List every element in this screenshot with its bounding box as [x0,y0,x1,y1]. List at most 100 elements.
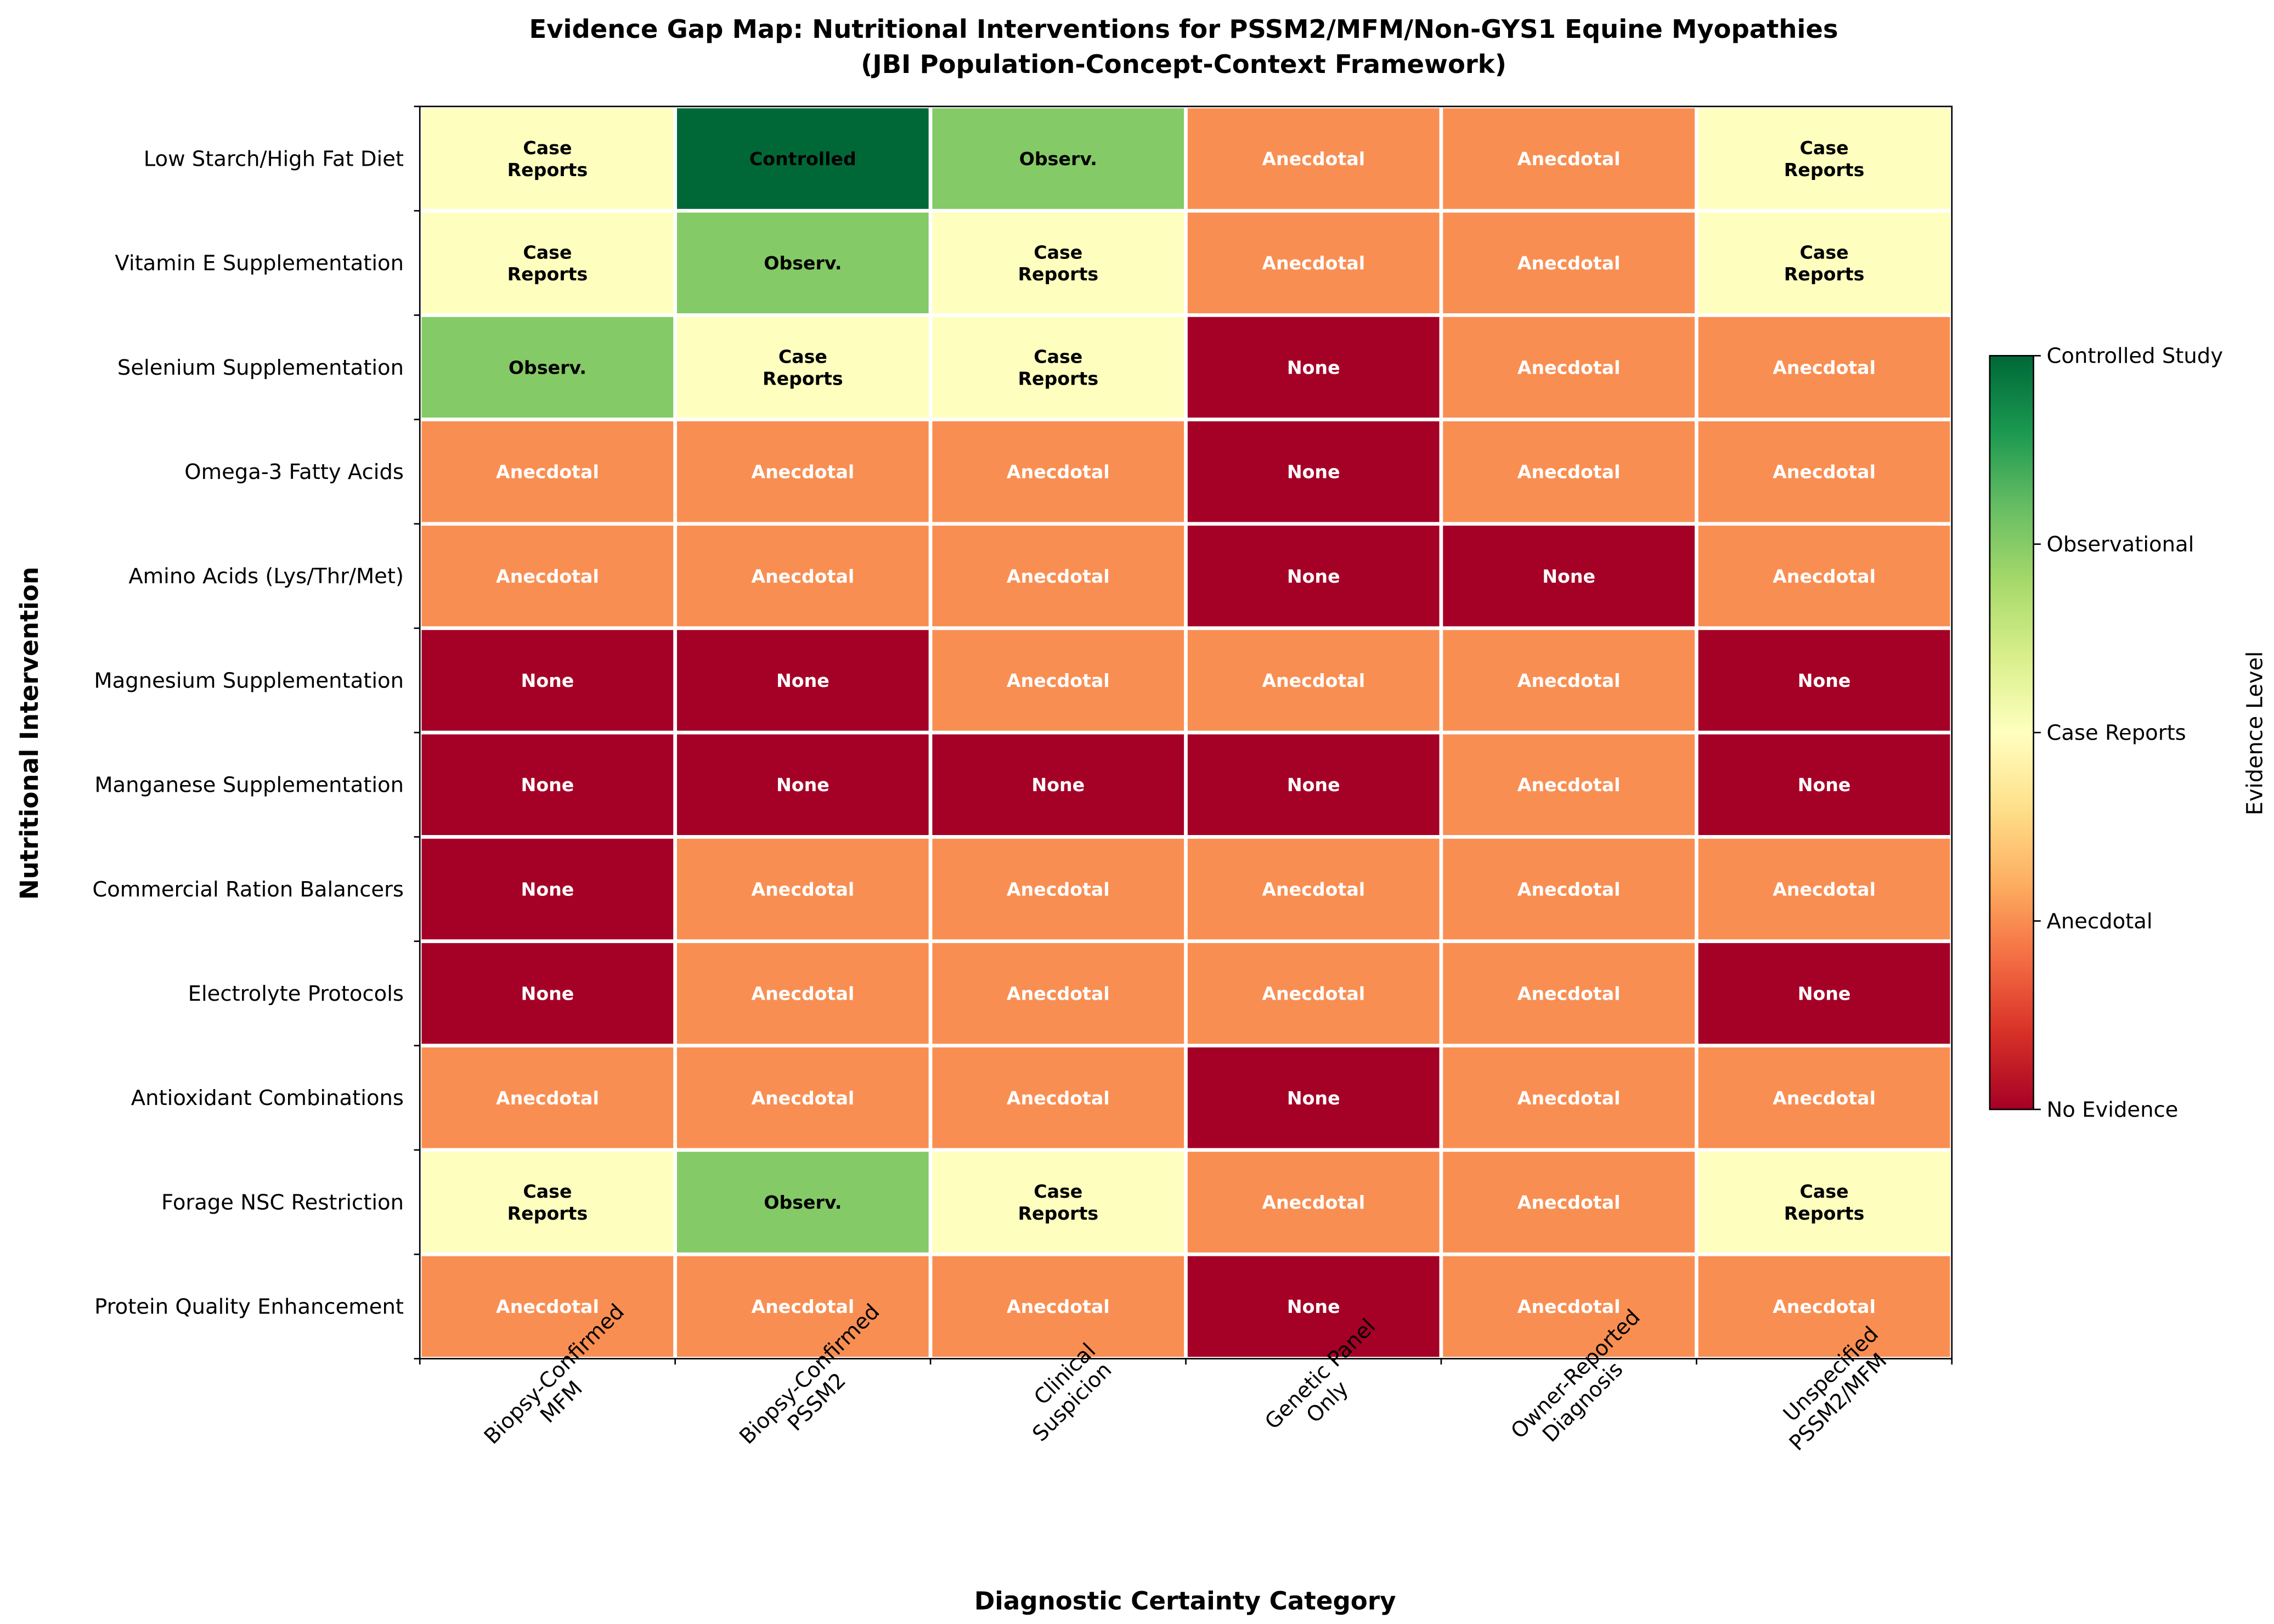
cell-label: Case Reports [1784,137,1865,181]
cell-label: Anecdotal [1517,878,1621,900]
cell-label: Anecdotal [1517,252,1621,274]
cell-label: None [521,774,574,796]
heatmap-cell [673,626,933,735]
y-tick-label: Commercial Ration Balancers [92,877,404,902]
heatmap-cell [1184,418,1443,526]
heatmap-cell [928,1148,1188,1256]
heatmap-cell [1439,313,1699,421]
heatmap-cell [1439,626,1699,735]
heatmap-cell [928,313,1188,421]
cell-label: Anecdotal [1007,1296,1110,1317]
cell-label: None [1798,983,1851,1005]
cell-label: Case Reports [1018,241,1098,285]
heatmap-cell [1184,208,1443,317]
cell-label: None [776,670,830,691]
heatmap-cell [417,313,677,421]
cell-label: Anecdotal [1517,670,1621,691]
x-axis-label: Diagnostic Certainty Category [974,1586,1396,1615]
colorbar-tick-label: Observational [2047,532,2194,557]
heatmap-cell [1439,104,1699,213]
heatmap-cell [1184,835,1443,943]
cell-label: Case Reports [1018,1181,1098,1224]
heatmap-cell [1184,730,1443,839]
heatmap-cell [1695,1252,1954,1361]
heatmap-cell [928,835,1188,943]
cell-label: Observ. [509,357,586,378]
cell-label: None [1031,774,1085,796]
cell-label: Observ. [764,252,842,274]
cell-label: None [1542,566,1595,587]
cell-label: Anecdotal [1262,878,1365,900]
heatmap-cell [673,313,933,421]
cell-label: Anecdotal [1262,983,1365,1005]
y-tick-label: Low Starch/High Fat Diet [144,146,404,171]
y-tick-label: Antioxidant Combinations [131,1086,404,1110]
heatmap-cells: Case Reports Controlled Observ. Anecdotal Ane… [417,104,1954,1361]
heatmap-cell [417,730,677,839]
cell-label: None [1798,774,1851,796]
cell-label: Anecdotal [1262,1192,1365,1213]
colorbar-tick-label: Controlled Study [2047,344,2224,369]
cell-label: Controlled [749,148,856,170]
heatmap-cell [1184,313,1443,421]
y-tick-label: Selenium Supplementation [117,356,404,380]
y-tick-label: Magnesium Supplementation [94,668,404,693]
cell-label: Anecdotal [1517,983,1621,1005]
cell-label: None [521,670,574,691]
cell-label: Anecdotal [1007,566,1110,587]
heatmap-cell [1184,626,1443,735]
colorbar: No Evidence Anecdotal Case Reports Observat… [1989,344,2224,1122]
heatmap-cell [417,1044,677,1152]
cell-label: Anecdotal [751,878,854,900]
heatmap-cell [417,1252,677,1361]
cell-label: Case Reports [763,346,843,390]
cell-label: Anecdotal [1517,1296,1621,1317]
cell-label: Anecdotal [1262,670,1365,691]
cell-label: Case Reports [507,1181,588,1224]
heatmap-cell [673,939,933,1048]
y-axis-label: Nutritional Intervention [15,567,44,900]
cell-label: None [776,774,830,796]
heatmap-cell [1439,208,1699,317]
colorbar-tick-label: No Evidence [2047,1097,2179,1122]
heatmap-cell [1695,104,1954,213]
cell-label: Anecdotal [496,461,599,483]
heatmap-cell [1695,939,1954,1048]
cell-label: Anecdotal [1517,357,1621,378]
cell-label: Anecdotal [1007,670,1110,691]
cell-label: None [1287,774,1340,796]
heatmap-cell [1695,208,1954,317]
cell-label: None [1798,670,1851,691]
cell-label: None [521,983,574,1005]
cell-label: Anecdotal [1517,1192,1621,1213]
y-tick-label: Forage NSC Restriction [161,1190,404,1215]
heatmap-cell [1695,522,1954,630]
cell-label: None [521,878,574,900]
y-tick-label: Protein Quality Enhancement [94,1295,404,1319]
heatmap-cell [928,1252,1188,1361]
chart-subtitle: (JBI Population-Concept-Context Framewor… [861,49,1506,79]
cell-label: Anecdotal [496,1296,599,1317]
cell-label: Case Reports [1018,346,1098,390]
cell-label: None [1287,357,1340,378]
heatmap-cell [1695,626,1954,735]
heatmap-cell [673,1148,933,1256]
cell-label: Anecdotal [1773,1296,1876,1317]
heatmap-cell [1695,730,1954,839]
cell-label: Anecdotal [1773,878,1876,900]
cell-label: Case Reports [507,137,588,181]
y-tick-label: Amino Acids (Lys/Thr/Met) [128,564,404,589]
heatmap-cell [1439,939,1699,1048]
cell-label: Case Reports [507,241,588,285]
cell-label: Case Reports [1784,241,1865,285]
cell-label: Observ. [764,1192,842,1213]
heatmap-cell [673,730,933,839]
heatmap-cell [673,1044,933,1152]
heatmap-cell [673,418,933,526]
cell-label: Anecdotal [1773,461,1876,483]
cell-label: Anecdotal [1007,461,1110,483]
cell-label: None [1287,1296,1340,1317]
heatmap-cell [1695,1148,1954,1256]
y-tick-label: Vitamin E Supplementation [115,251,404,276]
cell-label: None [1287,566,1340,587]
